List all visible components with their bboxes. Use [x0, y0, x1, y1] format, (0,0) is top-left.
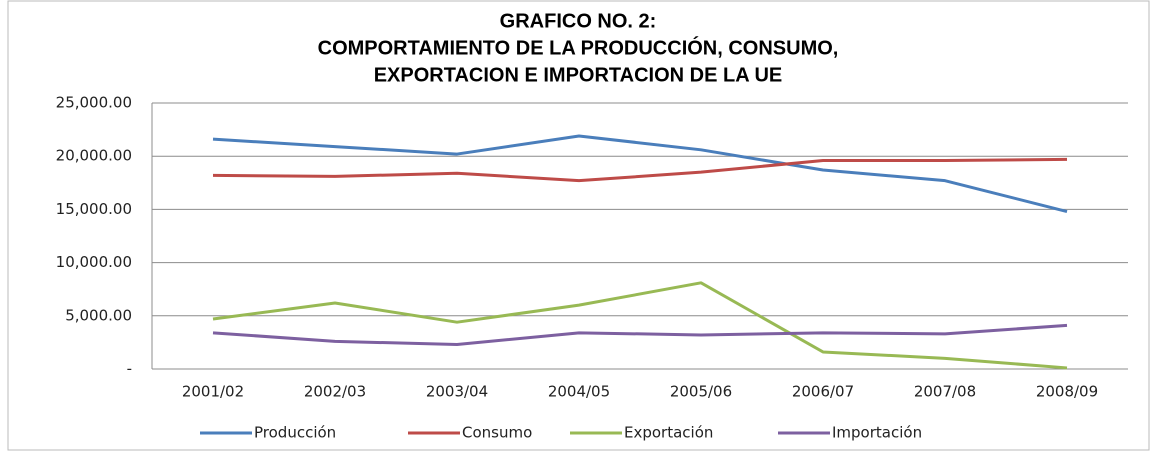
chart-title: EXPORTACION E IMPORTACION DE LA UE — [374, 64, 783, 86]
x-tick-label: 2001/02 — [182, 383, 244, 401]
legend-label: Consumo — [462, 424, 532, 442]
y-tick-label: - — [127, 360, 132, 378]
y-tick-label: 10,000.00 — [56, 253, 132, 271]
series-line — [212, 281, 1068, 370]
x-tick-label: 2004/05 — [548, 383, 610, 401]
x-tick-label: 2003/04 — [426, 383, 488, 401]
chart-title: COMPORTAMIENTO DE LA PRODUCCIÓN, CONSUMO… — [318, 35, 839, 59]
x-tick-label: 2008/09 — [1036, 383, 1098, 401]
legend-label: Importación — [832, 424, 922, 442]
series-line — [212, 157, 1068, 183]
y-tick-label: 25,000.00 — [56, 94, 132, 112]
y-tick-label: 20,000.00 — [56, 147, 132, 165]
chart-frame — [7, 0, 1150, 451]
y-tick-label: 5,000.00 — [65, 306, 132, 324]
series-line — [212, 323, 1068, 347]
x-tick-label: 2006/07 — [792, 383, 854, 401]
x-tick-label: 2007/08 — [914, 383, 976, 401]
x-tick-label: 2005/06 — [670, 383, 732, 401]
chart-title: GRAFICO NO. 2: — [500, 10, 657, 32]
legend-label: Exportación — [624, 424, 713, 442]
x-tick-label: 2002/03 — [304, 383, 366, 401]
y-tick-label: 15,000.00 — [56, 200, 132, 218]
series-line — [212, 134, 1068, 213]
legend-label: Producción — [254, 424, 336, 442]
